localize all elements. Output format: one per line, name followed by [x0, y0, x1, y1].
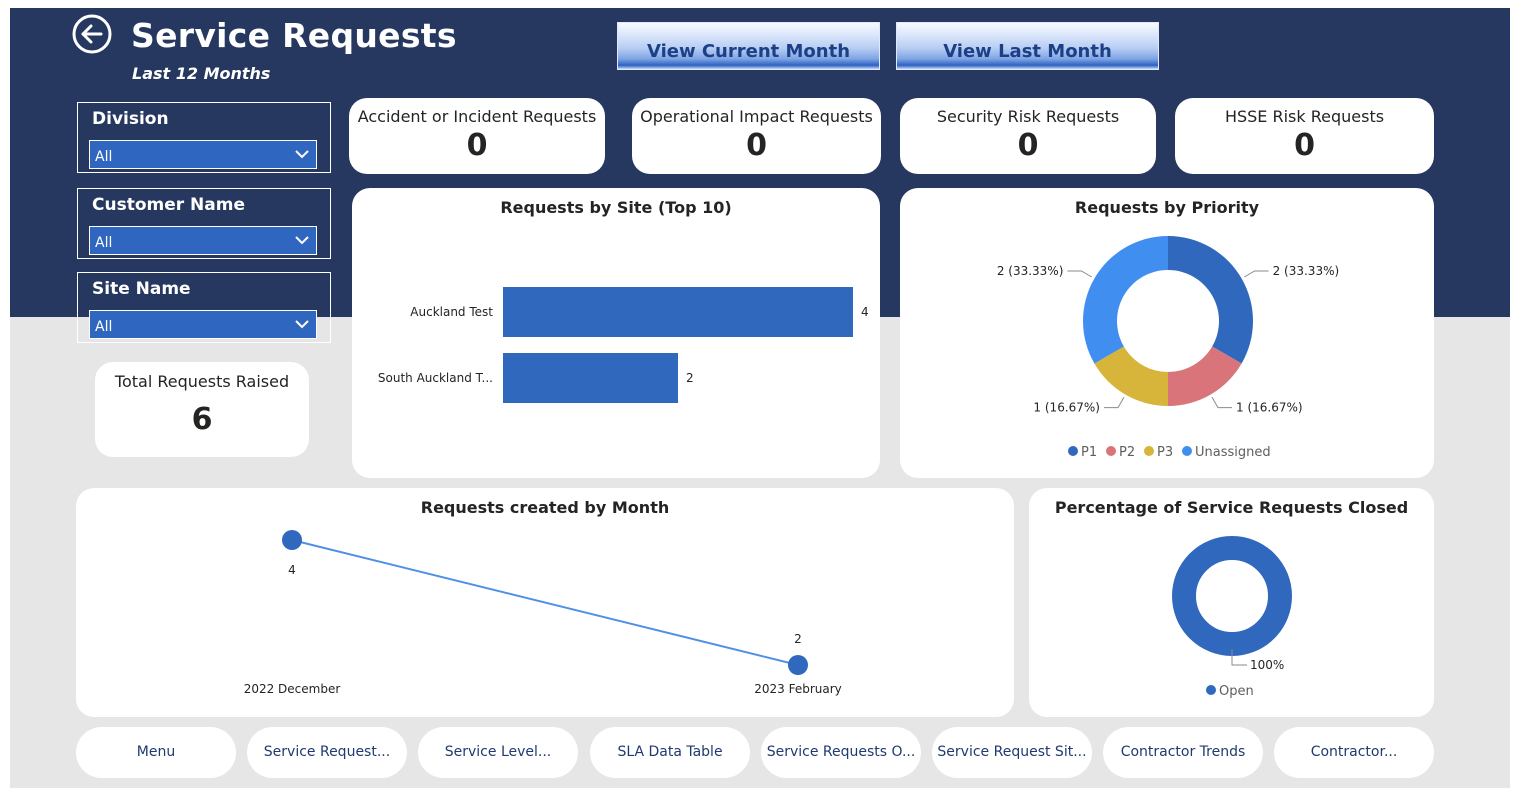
- percentage-closed-card: Percentage of Service Requests Closed 10…: [1029, 488, 1434, 717]
- view-last-month-button[interactable]: View Last Month: [896, 22, 1159, 70]
- customer-name-slicer-label: Customer Name: [92, 195, 245, 215]
- legend-marker: [1106, 446, 1116, 456]
- site-name-slicer: Site Name All: [77, 272, 331, 343]
- leader-line: [1243, 270, 1269, 278]
- legend-marker: [1144, 446, 1154, 456]
- requests-by-site-chart: Auckland Test 4 South Auckland T... 2: [378, 287, 869, 403]
- page-tab-contractor-trends[interactable]: Contractor Trends: [1103, 727, 1263, 778]
- requests-by-month-chart: 4 2022 December 2 2023 February: [244, 530, 842, 696]
- x-tick-label: 2022 December: [244, 682, 341, 696]
- division-dropdown-value: All: [95, 149, 113, 165]
- legend-label[interactable]: P1: [1081, 445, 1097, 460]
- bar-data-label: 2: [686, 371, 694, 385]
- page-tab-service-request-sites[interactable]: Service Request Sit...: [932, 727, 1092, 778]
- leader-line: [1211, 396, 1232, 409]
- view-current-month-button[interactable]: View Current Month: [617, 22, 880, 70]
- kpi-value: 0: [746, 128, 767, 163]
- chart-title: Requests by Site (Top 10): [500, 198, 732, 217]
- donut-data-label: 1 (16.67%): [1236, 401, 1303, 415]
- customer-name-slicer: Customer Name All: [77, 188, 331, 259]
- legend-label[interactable]: Unassigned: [1195, 445, 1271, 460]
- point-data-label: 4: [288, 563, 296, 577]
- hsse-risk-kpi-card: HSSE Risk Requests 0: [1175, 98, 1434, 174]
- chevron-down-icon: [295, 236, 309, 245]
- donut-slice[interactable]: [1083, 236, 1168, 364]
- page-tab-contractor[interactable]: Contractor...: [1274, 727, 1434, 778]
- operational-impact-kpi-card: Operational Impact Requests 0: [632, 98, 881, 174]
- legend-marker: [1068, 446, 1078, 456]
- accident-incident-kpi-card: Accident or Incident Requests 0: [349, 98, 605, 174]
- bar-data-label: 4: [861, 305, 869, 319]
- point-data-label: 2: [794, 632, 802, 646]
- donut-data-label: 1 (16.67%): [1033, 401, 1100, 415]
- legend-label[interactable]: P3: [1157, 445, 1173, 460]
- page-title: Service Requests: [131, 16, 457, 55]
- chart-title: Requests by Priority: [1074, 198, 1260, 217]
- division-slicer-label: Division: [92, 109, 169, 129]
- page-tab-sla-data-table[interactable]: SLA Data Table: [590, 727, 750, 778]
- total-requests-card: Total Requests Raised 6: [95, 362, 309, 457]
- customer-name-dropdown[interactable]: All: [89, 226, 317, 255]
- bar-category-label: Auckland Test: [410, 305, 493, 319]
- percentage-closed-chart: 100% Open: [1172, 536, 1292, 699]
- leader-line: [1231, 649, 1247, 666]
- bar[interactable]: [503, 287, 853, 337]
- kpi-value: 0: [1017, 128, 1039, 163]
- page-tab-service-request[interactable]: Service Request...: [247, 727, 407, 778]
- kpi-label: Security Risk Requests: [936, 107, 1120, 126]
- division-slicer: Division All: [77, 102, 331, 173]
- chevron-down-icon: [295, 150, 309, 159]
- page-tab-service-level[interactable]: Service Level...: [418, 727, 578, 778]
- series-line: [291, 539, 799, 666]
- legend-label[interactable]: Open: [1219, 684, 1254, 699]
- site-name-dropdown-value: All: [95, 319, 113, 335]
- kpi-label: HSSE Risk Requests: [1224, 107, 1385, 126]
- line-point[interactable]: [282, 530, 302, 550]
- page-tab-menu[interactable]: Menu: [76, 727, 236, 778]
- division-dropdown[interactable]: All: [89, 140, 317, 169]
- bar-category-label: South Auckland T...: [378, 371, 493, 385]
- total-requests-value: 6: [191, 402, 213, 437]
- page-subtitle: Last 12 Months: [132, 64, 271, 83]
- donut-slice[interactable]: [1168, 236, 1253, 364]
- kpi-value: 0: [1294, 128, 1315, 163]
- legend-marker: [1182, 446, 1192, 456]
- donut-slice[interactable]: [1094, 346, 1168, 407]
- donut-data-label: 2 (33.33%): [997, 264, 1064, 278]
- requests-by-priority-card: Requests by Priority 2 (33.33%) 1 (16.67%…: [900, 188, 1434, 478]
- legend-label[interactable]: P2: [1119, 445, 1135, 460]
- leader-line: [1104, 396, 1125, 409]
- donut-slice[interactable]: [1168, 346, 1242, 407]
- donut-slice[interactable]: [1172, 536, 1292, 656]
- kpi-value: 0: [466, 128, 488, 163]
- legend-marker: [1206, 685, 1216, 695]
- x-tick-label: 2023 February: [754, 682, 842, 696]
- site-name-dropdown[interactable]: All: [89, 310, 317, 339]
- donut-data-label: 100%: [1250, 658, 1284, 672]
- kpi-label: Operational Impact Requests: [640, 107, 873, 126]
- total-requests-label: Total Requests Raised: [114, 372, 290, 391]
- chart-title: Percentage of Service Requests Closed: [1054, 498, 1409, 517]
- line-point[interactable]: [788, 655, 808, 675]
- page-tab-service-requests-o[interactable]: Service Requests O...: [761, 727, 921, 778]
- security-risk-kpi-card: Security Risk Requests 0: [900, 98, 1156, 174]
- chevron-down-icon: [295, 320, 309, 329]
- requests-by-month-card: Requests created by Month 4 2022 December…: [76, 488, 1014, 717]
- leader-line: [1067, 270, 1093, 278]
- requests-by-site-card: Requests by Site (Top 10) Auckland Test 4…: [352, 188, 880, 478]
- back-arrow-icon[interactable]: [72, 14, 112, 54]
- donut-data-label: 2 (33.33%): [1273, 264, 1340, 278]
- chart-title: Requests created by Month: [420, 498, 670, 517]
- customer-name-dropdown-value: All: [95, 235, 113, 251]
- bar[interactable]: [503, 353, 678, 403]
- kpi-label: Accident or Incident Requests: [357, 107, 597, 126]
- requests-by-priority-chart: 2 (33.33%) 1 (16.67%) 1 (16.67%) 2 (33.33%)…: [997, 236, 1340, 460]
- site-name-slicer-label: Site Name: [92, 279, 191, 299]
